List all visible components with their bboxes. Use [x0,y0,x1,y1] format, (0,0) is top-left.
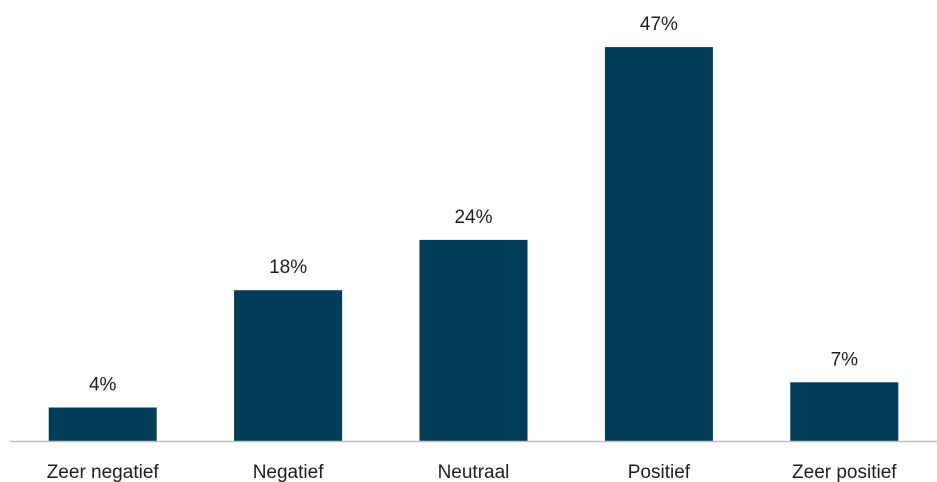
category-label-negatief: Negatief [253,462,324,482]
bar-zeer-positief [790,382,899,441]
value-label-zeer-negatief: 4% [89,375,117,396]
value-label-zeer-positief: 7% [831,349,859,370]
value-label-negatief: 18% [269,257,307,278]
category-label-zeer-negatief: Zeer negatief [47,462,160,482]
category-label-zeer-positief: Zeer positief [792,462,897,482]
bar-positief [604,47,713,441]
bars-layer [48,47,899,441]
value-label-neutraal: 24% [454,207,492,228]
bar-negatief [234,290,343,441]
value-labels-layer: 4% 18% 24% 47% 7% [89,14,858,395]
category-label-positief: Positief [628,462,691,482]
category-labels-layer: Zeer negatief Negatief Neutraal Positief Zee… [47,462,898,482]
category-label-neutraal: Neutraal [438,462,510,482]
bar-zeer-negatief [48,407,157,441]
bar-neutraal [419,239,528,441]
value-label-positief: 47% [640,14,678,35]
